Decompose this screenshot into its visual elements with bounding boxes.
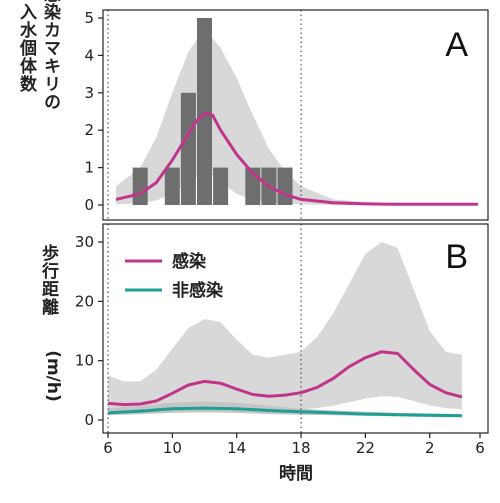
panel-b-series-line-1 (107, 406, 462, 418)
panel-a-ylabel-line1: 感染カマキリの (40, 0, 61, 111)
panel-a-bar-2 (180, 92, 196, 205)
x-axis-label: 時間 (279, 463, 313, 484)
panel-a-ytick-label-4: 4 (84, 46, 94, 64)
panel-b-ci-band-layer (108, 242, 462, 417)
xtick-label-4: 22 (356, 439, 375, 457)
panel-a-bar-1 (164, 167, 180, 205)
panel-b-ytick-label-3: 30 (75, 233, 94, 251)
xtick-label-2: 14 (227, 439, 246, 457)
panel-b-ci-band-0 (108, 242, 462, 414)
panel-b-yticks: 0 10 20 30 (75, 233, 103, 429)
panel-a-ylabel-line2: 入水個体数 (16, 3, 38, 93)
xtick-label-1: 10 (163, 439, 182, 457)
xtick-label-6: 6 (475, 439, 485, 457)
panel-a-bar-0 (132, 167, 148, 205)
panel-b-ytick-label-0: 0 (84, 411, 94, 429)
legend-label-infected: 感染 (172, 251, 206, 272)
panel-a: 0 1 2 3 4 5 A 感染カマキリの 入水個体数 (16, 0, 489, 221)
panel-a-yticks: 0 1 2 3 4 5 (84, 9, 103, 214)
legend: 感染 非感染 (125, 251, 223, 301)
panel-a-ytick-label-2: 2 (84, 121, 94, 139)
panel-a-ytick-label-1: 1 (84, 159, 94, 177)
panel-a-fit-line (115, 111, 478, 206)
panel-b-frame (102, 223, 489, 434)
legend-label-uninfected: 非感染 (172, 280, 223, 301)
panel-b-series-line-0 (107, 350, 463, 407)
panel-b-vline-layer (107, 224, 302, 433)
panel-a-vline-layer (107, 10, 302, 220)
panel-b-ytick-label-1: 10 (75, 352, 94, 370)
panel-a-bar-7 (277, 167, 293, 205)
panel-a-frame (102, 9, 489, 221)
panel-a-ytick-label-3: 3 (84, 84, 94, 102)
panel-a-ytick-label-0: 0 (84, 196, 94, 214)
panel-a-bar-3 (197, 18, 212, 205)
panel-b-ylabel: 歩行距離 (38, 243, 60, 316)
panel-a-line-layer (115, 111, 478, 206)
panel-b-xticks: 6 10 14 18 22 2 6 (103, 433, 485, 457)
panel-b-letter: B (445, 238, 468, 276)
panel-b-ytick-label-2: 20 (75, 292, 94, 310)
panel-b-ylabel-unit: (m/h) (43, 350, 63, 402)
xtick-label-5: 2 (425, 439, 435, 457)
panel-b-line-layer (107, 350, 463, 418)
panel-a-bar-4 (213, 167, 229, 205)
xtick-label-0: 6 (103, 439, 113, 457)
xtick-label-3: 18 (291, 439, 310, 457)
panel-a-ytick-label-5: 5 (84, 9, 94, 27)
panel-a-letter: A (445, 26, 468, 64)
